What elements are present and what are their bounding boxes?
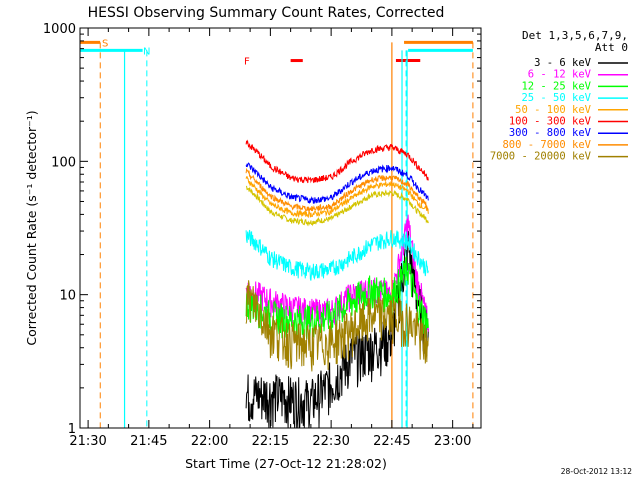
legend-label-6: 300 - 800 keV xyxy=(509,127,592,139)
x-tick-label-3: 22:15 xyxy=(252,434,289,449)
chart-title: HESSI Observing Summary Count Rates, Cor… xyxy=(88,5,445,21)
legend-label-7: 800 - 7000 keV xyxy=(502,139,591,151)
flag-layer: SNF xyxy=(80,38,474,428)
legend-label-2: 12 - 25 keV xyxy=(521,80,591,92)
x-tick-label-4: 22:30 xyxy=(312,434,349,449)
legend-header-att: Att 0 xyxy=(595,41,628,54)
legend-header: Det 1,3,5,6,7,9, xyxy=(522,29,628,42)
x-tick-label-1: 21:45 xyxy=(130,434,167,449)
legend-label-0: 3 - 6 keV xyxy=(534,57,592,69)
series-line-2 xyxy=(245,256,429,342)
series-line-8 xyxy=(245,280,429,372)
series-layer xyxy=(245,139,429,429)
series-line-3 xyxy=(245,229,429,281)
y-tick-label-1: 10 xyxy=(59,289,76,304)
y-tick-label-3: 1000 xyxy=(43,22,76,37)
x-tick-label-0: 21:30 xyxy=(69,434,106,449)
timestamp: 28-Oct-2012 13:12 xyxy=(561,467,632,476)
y-tick-label-0: 1 xyxy=(68,422,76,437)
legend-label-8: 7000 - 20000 keV xyxy=(490,151,592,163)
series-line-background xyxy=(246,185,429,227)
legend-label-1: 6 - 12 keV xyxy=(528,69,592,81)
plot-frame xyxy=(79,27,482,429)
series-line-7 xyxy=(245,167,429,213)
series-line-4 xyxy=(245,176,429,219)
series-line-6 xyxy=(245,162,429,205)
axes-layer: 1 10 100 1000 21:30 21:45 22:00 22:15 22:30 22:45… xyxy=(43,22,482,449)
series-line-5 xyxy=(245,139,429,184)
legend-label-4: 50 - 100 keV xyxy=(515,104,592,116)
legend-label-5: 100 - 300 keV xyxy=(509,116,592,128)
x-tick-label-2: 22:00 xyxy=(191,434,228,449)
flare-flag-label: F xyxy=(244,57,250,68)
x-axis-label: Start Time (27-Oct-12 21:28:02) xyxy=(185,456,387,471)
x-tick-label-6: 23:00 xyxy=(434,434,471,449)
legend-label-3: 25 - 50 keV xyxy=(521,92,591,104)
y-tick-label-2: 100 xyxy=(51,155,76,170)
y-axis-label: Corrected Count Rate (s⁻¹ detector⁻¹) xyxy=(24,110,39,345)
x-tick-label-5: 22:45 xyxy=(373,434,410,449)
saa-flag-label: S xyxy=(102,38,108,49)
